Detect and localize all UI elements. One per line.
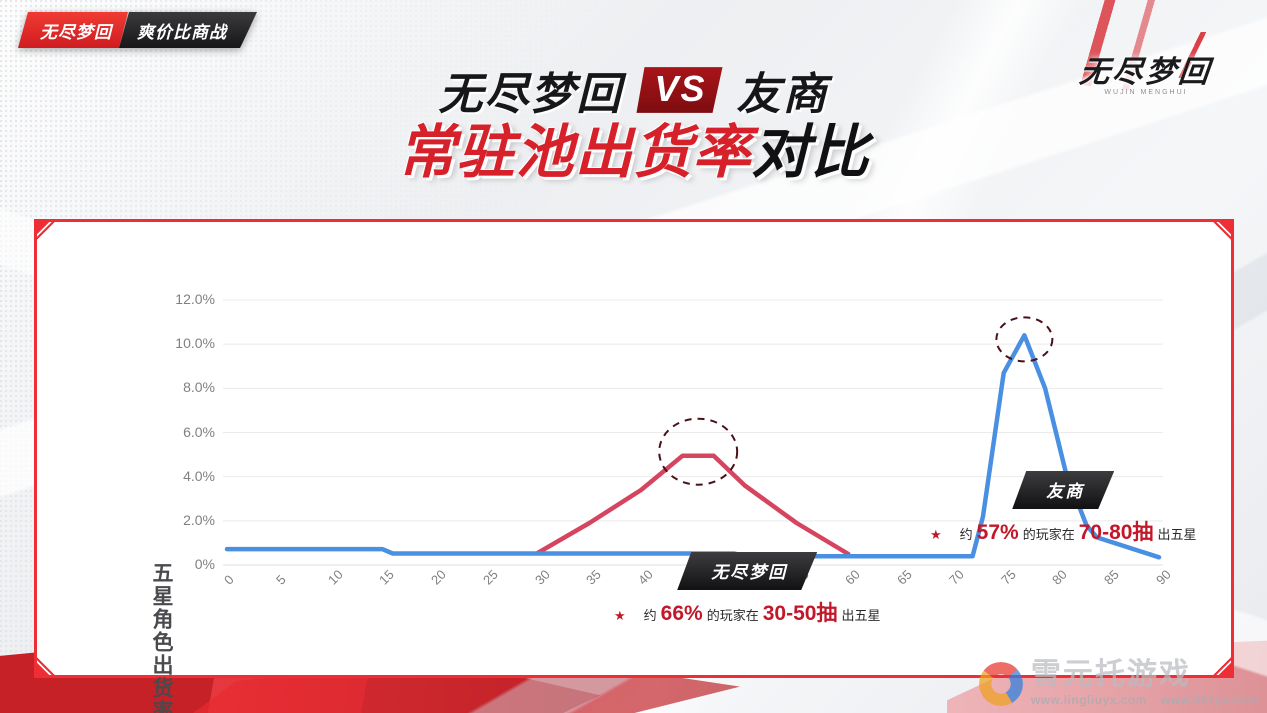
series-line — [535, 453, 851, 557]
callout-own-suffix: 出五星 — [841, 608, 881, 623]
series-line — [224, 333, 1162, 560]
chart-svg — [223, 299, 1163, 566]
site-watermark: 雪元托游戏 www.lingliuyx.com www.06zyx.com — [978, 658, 1259, 707]
callout-own-percent: 66% — [660, 602, 703, 625]
headline-line-2: 常驻池出货率 对比 — [0, 118, 1267, 188]
y-axis-tick-label: 10.0% — [175, 335, 215, 352]
callout-own-mid: 的玩家在 — [706, 608, 759, 623]
headline-subject: 常驻池出货率 — [397, 120, 752, 185]
y-axis-tick-label: 8.0% — [183, 379, 215, 396]
headline-line-1: 无尽梦回 VS 友商 — [0, 62, 1267, 119]
logo-subtitle: WUJIN MENGHUI — [1104, 89, 1188, 96]
y-axis-tick-label: 4.0% — [183, 467, 215, 484]
callout-comp-percent: 57% — [976, 521, 1019, 544]
callout-comp-mid: 的玩家在 — [1022, 527, 1075, 542]
watermark-url-1: www.lingliuyx.com — [1030, 693, 1147, 707]
callout-comp-range: 70-80抽 — [1078, 521, 1154, 544]
y-axis-title: 五星角色出货率 — [143, 562, 179, 713]
y-axis-title-text: 五星角色出货率 — [150, 562, 174, 713]
callout-own-prefix: 约 — [643, 608, 657, 623]
headline-own-brand: 无尽梦回 — [438, 70, 623, 119]
callout-comp-prefix: 约 — [959, 527, 973, 542]
y-axis-tick-label: 0% — [194, 556, 215, 572]
y-axis-tick-label: 2.0% — [183, 511, 215, 528]
headline-vs-mark: VS — [636, 67, 722, 113]
corner-badge: 无尽梦回 爽价比商战 — [18, 12, 257, 48]
headline-compare-word: 对比 — [751, 120, 870, 185]
badge-tagline: 爽价比商战 — [119, 12, 257, 48]
headline-competitor: 友商 — [736, 70, 829, 119]
callout-competitor-note: ★ 约 57% 的玩家在 70-80抽 出五星 — [930, 516, 1196, 546]
game-logo: 无尽梦回 WUJIN MENGHUI — [1051, 32, 1241, 100]
star-icon: ★ — [930, 527, 942, 542]
callout-own-range: 30-50抽 — [762, 602, 838, 625]
callout-comp-suffix: 出五星 — [1157, 527, 1197, 542]
logo-title: 无尽梦回 — [1077, 56, 1214, 89]
callout-own-brand: 无尽梦回 ★ 约 66% 的玩家在 30-50抽 出五星 — [614, 552, 880, 627]
highlight-ellipse-competitor — [995, 316, 1054, 363]
watermark-logo-icon — [978, 661, 1023, 706]
callout-competitor: 友商 ★ 约 57% 的玩家在 70-80抽 出五星 — [930, 471, 1196, 546]
y-axis-tick-label: 12.0% — [175, 291, 215, 307]
highlight-ellipse-own — [658, 417, 739, 486]
watermark-url-2: www.06zyx.com — [1160, 693, 1259, 707]
callout-own-brand-note: ★ 约 66% 的玩家在 30-50抽 出五星 — [614, 597, 880, 627]
watermark-title: 雪元托游戏 — [1030, 658, 1191, 691]
y-axis-tick-label: 6.0% — [183, 423, 215, 440]
star-icon: ★ — [614, 608, 626, 623]
badge-game-name: 无尽梦回 — [18, 12, 128, 48]
callout-competitor-tag: 友商 — [1012, 471, 1114, 509]
chart: 五星角色出货率 无尽梦回 ★ 约 66% 的玩家在 30-50抽 出五星 友商 — [37, 222, 1231, 713]
callout-own-brand-tag: 无尽梦回 — [677, 552, 817, 590]
chart-panel: 五星角色出货率 无尽梦回 ★ 约 66% 的玩家在 30-50抽 出五星 友商 — [34, 219, 1234, 713]
